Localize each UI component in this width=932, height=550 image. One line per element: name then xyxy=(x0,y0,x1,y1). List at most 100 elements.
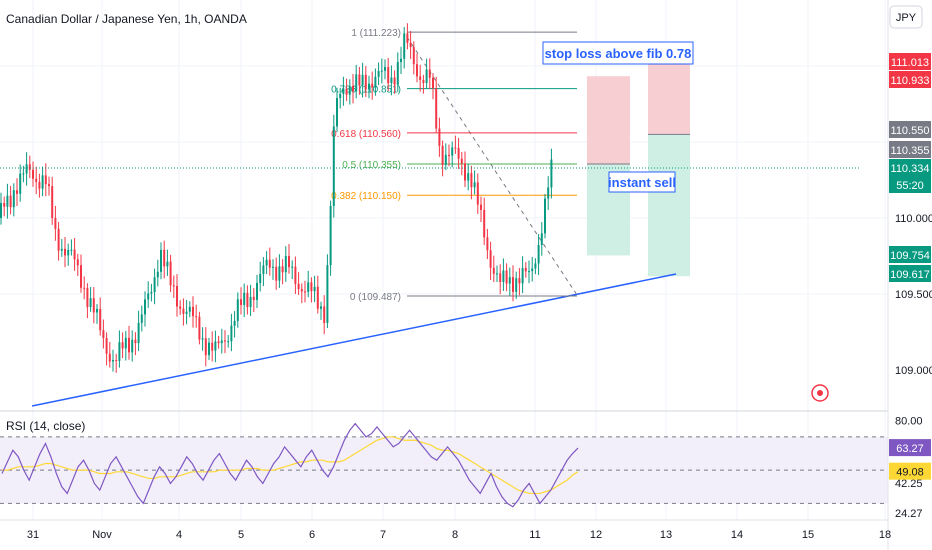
candle-body xyxy=(441,145,444,165)
candle-body xyxy=(188,306,191,312)
candle-body xyxy=(291,266,294,268)
candle-body xyxy=(108,353,111,362)
time-tick-label: 8 xyxy=(452,529,458,541)
currency-button[interactable]: JPY xyxy=(889,5,923,29)
candle-body xyxy=(400,58,402,63)
candle-body xyxy=(352,85,354,92)
candle-body xyxy=(35,178,38,182)
candle-body xyxy=(3,202,6,207)
candle-body xyxy=(249,296,252,308)
position-2-stop-zone[interactable] xyxy=(648,64,690,135)
candle-body xyxy=(64,248,66,256)
fib-diagonal-line[interactable] xyxy=(406,36,578,296)
candle-body xyxy=(368,83,370,90)
time-tick-label: 7 xyxy=(380,529,386,541)
annotation-stop-loss[interactable]: stop loss above fib 0.78 xyxy=(542,41,694,65)
candle-body xyxy=(336,98,338,127)
candle-body xyxy=(492,267,495,274)
position-2-target-zone[interactable] xyxy=(648,134,690,277)
candle-body xyxy=(534,263,537,269)
price-tick-label: 109.000 xyxy=(895,365,932,377)
candle-body xyxy=(236,299,239,321)
candle-body xyxy=(284,255,287,273)
candle-body xyxy=(227,341,230,343)
candle-body xyxy=(208,342,210,356)
candle-body xyxy=(198,316,201,340)
candle-body xyxy=(550,159,553,188)
candle-body xyxy=(96,308,98,313)
candle-body xyxy=(28,164,31,170)
candle-body xyxy=(163,249,166,267)
rsi-price-tag-text: 49.08 xyxy=(896,467,924,479)
candle-body xyxy=(403,33,406,59)
candle-body xyxy=(240,299,242,305)
candle-body xyxy=(131,339,134,353)
candle-body xyxy=(246,292,249,308)
candle-body xyxy=(41,175,44,189)
time-axis[interactable]: 31 Nov 4 5 6 7 8 11 12 13 14 15 18 xyxy=(27,529,891,541)
candle-body xyxy=(89,298,92,308)
rsi-price-tag-text: 63.27 xyxy=(896,443,924,455)
candle-body xyxy=(275,266,278,281)
candle-body xyxy=(531,268,534,272)
candle-body xyxy=(172,285,175,287)
rsi-tick-label: 80.00 xyxy=(895,415,923,427)
fib-label: 1 (111.223) xyxy=(351,28,401,39)
record-icon[interactable] xyxy=(811,384,829,402)
annotation-instant-sell[interactable]: instant sell xyxy=(608,171,676,193)
candle-body xyxy=(259,273,262,284)
candle-body xyxy=(310,282,313,292)
candle-body xyxy=(243,292,246,305)
candle-body xyxy=(464,163,466,181)
price-tag-text: 111.013 xyxy=(891,57,929,69)
candle-body xyxy=(137,322,140,344)
candle-body xyxy=(51,186,54,218)
candle-body xyxy=(409,42,412,48)
candle-body xyxy=(508,277,511,284)
candle-body xyxy=(262,265,265,274)
price-tag xyxy=(889,265,931,282)
candle-body xyxy=(176,286,178,307)
candle-body xyxy=(460,158,463,164)
candle-body xyxy=(19,173,22,194)
rsi-line xyxy=(1,422,579,508)
price-tag xyxy=(889,71,931,88)
candle-body xyxy=(470,173,473,188)
candle-body xyxy=(105,337,108,354)
candle-body xyxy=(217,341,220,344)
candle-body xyxy=(233,320,236,326)
candle-body xyxy=(339,93,342,99)
candle-body xyxy=(502,270,505,283)
candle-body xyxy=(412,47,415,65)
candle-body xyxy=(448,154,450,156)
time-tick-label: 11 xyxy=(529,529,540,541)
time-tick-label: 12 xyxy=(590,529,602,541)
candle-body xyxy=(54,217,57,229)
candle-body xyxy=(323,306,326,323)
candle-body xyxy=(9,195,12,208)
candle-body xyxy=(118,342,121,361)
candle-body xyxy=(364,74,367,90)
candle-body xyxy=(361,74,364,86)
candle-body xyxy=(60,248,63,251)
position-zones[interactable] xyxy=(587,64,690,277)
time-tick-label: 5 xyxy=(238,529,244,541)
candle-body xyxy=(476,182,479,205)
candle-body xyxy=(380,70,383,72)
candle-body xyxy=(156,271,159,278)
price-axis[interactable]: 110.000 109.500 109.000 80.00 42.25 24.27 111.… xyxy=(889,53,932,520)
candle-body xyxy=(313,286,316,292)
candle-body xyxy=(467,173,470,181)
candle-body xyxy=(540,233,543,245)
candle-body xyxy=(521,267,524,284)
candle-body xyxy=(169,261,172,286)
candle-body xyxy=(480,204,482,210)
candle-body xyxy=(406,33,409,43)
position-1-stop-zone[interactable] xyxy=(587,76,630,165)
candle-body xyxy=(457,147,460,159)
price-tag-text: 55:20 xyxy=(896,180,924,192)
candle-body xyxy=(300,289,303,292)
price-tag-text: 110.334 xyxy=(891,163,930,175)
candle-body xyxy=(544,198,546,234)
